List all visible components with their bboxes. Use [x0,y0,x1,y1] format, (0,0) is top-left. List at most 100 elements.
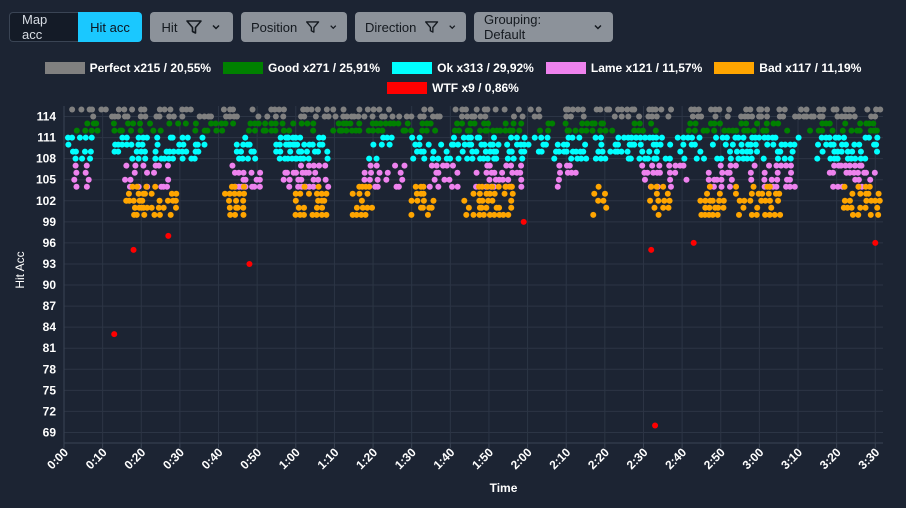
data-point-good [502,127,509,134]
data-point-ok [119,134,126,141]
data-point-perfect [161,106,168,113]
data-point-ok [834,155,841,162]
data-point-ok [79,155,86,162]
data-point-perfect [563,113,570,120]
data-point-perfect [462,106,469,113]
data-point-ok [598,141,605,148]
data-point-bad [478,204,485,211]
data-point-ok [324,148,331,155]
legend-item-good[interactable]: Good x271 / 25,91% [223,61,380,75]
data-point-perfect [695,106,702,113]
legend-item-ok[interactable]: Ok x313 / 29,92% [392,61,534,75]
data-point-perfect [510,113,517,120]
data-point-good [545,127,552,134]
data-point-ok [123,134,130,141]
data-point-ok [830,141,837,148]
data-point-bad [125,190,132,197]
y-tick-label: 102 [36,194,56,208]
data-point-wtf [690,239,697,246]
legend-item-wtf[interactable]: WTF x9 / 0,86% [387,81,519,95]
data-point-perfect [361,113,368,120]
data-point-good [685,127,692,134]
data-point-perfect [381,113,388,120]
data-point-good [763,127,770,134]
data-point-ok [538,134,545,141]
data-point-good [692,120,699,127]
data-point-ok [115,148,122,155]
data-point-ok [195,148,202,155]
data-point-bad [495,183,502,190]
data-point-ok [521,148,528,155]
data-point-perfect [698,113,705,120]
data-point-perfect [803,106,810,113]
data-point-lame [123,162,130,169]
data-point-good [245,127,252,134]
data-point-perfect [515,106,522,113]
legend-swatch [387,82,428,94]
x-tick-label: 2:20 [585,445,612,472]
hit-acc-button[interactable]: Hit acc [78,12,142,42]
data-point-perfect [565,106,572,113]
data-point-ok [476,134,483,141]
map-acc-button[interactable]: Map acc [9,12,78,42]
data-point-ok [493,155,500,162]
data-point-bad [661,197,668,204]
hit-filter-dropdown[interactable]: Hit [150,12,233,42]
data-point-ok [787,155,794,162]
position-filter-dropdown[interactable]: Position [241,12,347,42]
data-point-bad [479,197,486,204]
data-point-bad [600,197,607,204]
data-point-perfect [264,113,271,120]
data-point-lame [155,162,162,169]
data-point-ok [303,148,310,155]
data-point-good [631,127,638,134]
data-point-bad [748,211,755,218]
direction-filter-dropdown[interactable]: Direction [355,12,466,42]
x-tick-label: 2:10 [546,445,573,472]
data-point-bad [508,197,515,204]
data-point-bad [420,183,427,190]
legend-item-lame[interactable]: Lame x121 / 11,57% [545,61,702,75]
legend-item-bad[interactable]: Bad x117 / 11,19% [714,61,861,75]
x-tick-label: 3:20 [817,445,844,472]
data-point-good [230,120,237,127]
data-point-bad [748,190,755,197]
data-point-lame [82,169,89,176]
toolbar: Map acc Hit acc Hit Position Direction G… [9,12,613,42]
data-point-lame [867,176,874,183]
data-point-ok [297,134,304,141]
data-point-lame [131,169,138,176]
legend-label: Ok x313 / 29,92% [437,61,534,75]
data-point-perfect [325,113,332,120]
data-point-lame [748,176,755,183]
data-point-ok [615,141,622,148]
data-point-lame [503,162,510,169]
data-point-lame [122,176,129,183]
data-point-good [208,120,215,127]
data-point-lame [305,169,312,176]
data-point-bad [428,204,435,211]
y-tick-label: 105 [36,173,56,187]
data-point-lame [838,162,845,169]
legend-item-perfect[interactable]: Perfect x215 / 20,55% [44,61,211,75]
data-point-good [268,120,275,127]
data-point-ok [865,134,872,141]
data-point-wtf [652,422,659,429]
data-point-bad [491,190,498,197]
data-point-ok [309,141,316,148]
data-point-good [272,120,279,127]
data-point-good [549,120,556,127]
data-point-perfect [308,106,315,113]
data-point-bad [489,183,496,190]
data-point-perfect [820,106,827,113]
data-point-lame [491,169,498,176]
data-point-ok [852,155,859,162]
data-point-ok [459,148,466,155]
data-point-good [130,120,137,127]
data-point-ok [770,141,777,148]
data-point-lame [435,169,442,176]
data-point-ok [744,155,751,162]
data-point-perfect [429,113,436,120]
data-point-lame [499,176,506,183]
grouping-dropdown[interactable]: Grouping: Default [474,12,613,42]
